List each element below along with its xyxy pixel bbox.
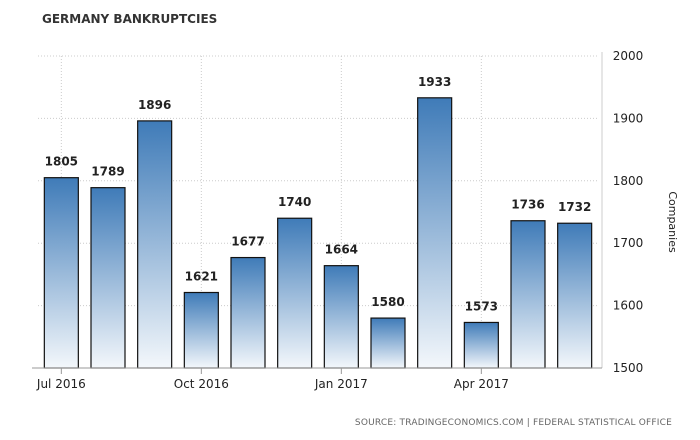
x-tick-label: Jul 2016: [36, 377, 86, 391]
y-axis-label: Companies: [666, 191, 679, 253]
bar: [557, 222, 593, 369]
x-tick-label: Jan 2017: [314, 377, 368, 391]
bar-value-label: 1740: [278, 195, 311, 209]
bar: [323, 265, 359, 369]
bar-value-label: 1736: [511, 198, 544, 212]
y-tick-label: 1900: [613, 111, 644, 125]
bar-value-label: 1621: [185, 269, 218, 283]
y-tick-label: 1800: [613, 174, 644, 188]
bar: [137, 120, 173, 369]
bar: [90, 187, 126, 369]
bar-value-labels: 1805 1789 1896 1621 1677 1740 1664 1580 1933 1573…: [45, 75, 592, 314]
axes: 1500 1600 1700 1800 1900 2000 Jul 2016 Oct 2016…: [32, 49, 643, 391]
bar: [183, 291, 219, 369]
bar: [463, 321, 499, 369]
x-tick-label: Oct 2016: [174, 377, 229, 391]
bar: [510, 220, 546, 369]
bar-value-label: 1805: [45, 155, 78, 169]
bar: [417, 97, 453, 369]
bar-value-label: 1933: [418, 75, 451, 89]
source-note: SOURCE: TRADINGECONOMICS.COM | FEDERAL S…: [354, 418, 672, 428]
y-tick-label: 2000: [613, 49, 644, 63]
chart-title: GERMANY BANKRUPTCIES: [42, 12, 218, 26]
bar-value-label: 1677: [231, 235, 264, 249]
y-tick-label: 1600: [613, 299, 644, 313]
y-tick-label: 1700: [613, 236, 644, 250]
bars: [43, 97, 593, 369]
bar-value-label: 1789: [91, 165, 124, 179]
bar-value-label: 1896: [138, 98, 171, 112]
bar: [43, 177, 79, 369]
bar-value-label: 1732: [558, 200, 591, 214]
bar-value-label: 1580: [371, 295, 404, 309]
bar-value-label: 1664: [325, 243, 358, 257]
bar: [370, 317, 406, 369]
bar-value-label: 1573: [465, 299, 498, 313]
bar: [230, 256, 266, 369]
bar: [277, 217, 313, 369]
x-tick-label: Apr 2017: [454, 377, 509, 391]
y-tick-label: 1500: [613, 361, 644, 375]
